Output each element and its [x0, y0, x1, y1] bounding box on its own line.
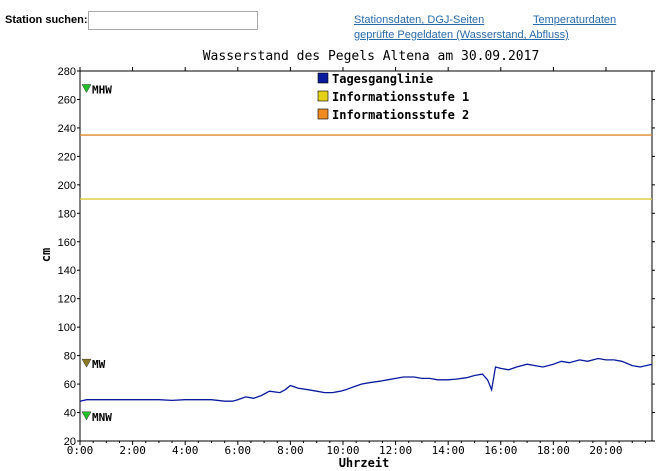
y-tick-label: 180	[58, 208, 76, 220]
legend-swatch	[317, 108, 329, 120]
x-tick-label: 16:00	[484, 444, 517, 457]
x-tick-label: 2:00	[119, 444, 146, 457]
y-tick-label: 100	[58, 322, 76, 334]
marker-triangle	[81, 358, 92, 368]
legend-label: Informationsstufe 2	[332, 108, 469, 122]
gepruefte-pegeldaten-link[interactable]: geprüfte Pegeldaten (Wasserstand, Abflus…	[354, 29, 569, 41]
x-tick-label: 0:00	[67, 444, 94, 457]
y-tick-label: 160	[58, 237, 76, 249]
marker-label: MW	[92, 358, 106, 371]
legend-label: Tagesganglinie	[332, 72, 433, 86]
marker-label: MNW	[92, 411, 112, 424]
x-axis-label: Uhrzeit	[339, 456, 390, 470]
y-tick-label: 80	[64, 351, 76, 363]
chart-title: Wasserstand des Pegels Altena am 30.09.2…	[203, 49, 540, 64]
temperaturdaten-link[interactable]: Temperaturdaten	[533, 14, 617, 26]
y-tick-label: 20	[64, 436, 76, 448]
legend-label: Informationsstufe 1	[332, 90, 469, 104]
x-tick-label: 14:00	[432, 444, 465, 457]
x-tick-label: 4:00	[172, 444, 199, 457]
y-tick-label: 120	[58, 294, 76, 306]
legend-swatch	[317, 72, 329, 84]
legend-swatch	[317, 90, 329, 102]
x-tick-label: 10:00	[326, 444, 359, 457]
x-tick-label: 20:00	[589, 444, 622, 457]
x-tick-label: 12:00	[379, 444, 412, 457]
marker-triangle	[81, 84, 92, 94]
plot-area	[79, 70, 653, 442]
stationsdaten-link[interactable]: Stationsdaten, DGJ-Seiten	[354, 14, 485, 26]
x-tick-label: 6:00	[225, 444, 252, 457]
y-tick-label: 60	[64, 379, 76, 391]
y-tick-label: 140	[58, 265, 76, 277]
y-tick-label: 260	[58, 94, 76, 106]
series-line-tagesganglinie	[79, 357, 653, 402]
y-tick-label: 40	[64, 408, 76, 420]
marker-triangle	[81, 411, 92, 421]
y-tick-label: 200	[58, 180, 76, 192]
y-tick-label: 280	[58, 66, 76, 78]
y-axis-label: cm	[39, 248, 53, 262]
station-search-label: Station suchen:	[5, 14, 88, 26]
marker-label: MHW	[92, 84, 112, 97]
station-search-input[interactable]	[88, 11, 258, 30]
y-tick-label: 240	[58, 123, 76, 135]
x-tick-label: 8:00	[277, 444, 304, 457]
y-tick-label: 220	[58, 151, 76, 163]
x-tick-label: 18:00	[537, 444, 570, 457]
